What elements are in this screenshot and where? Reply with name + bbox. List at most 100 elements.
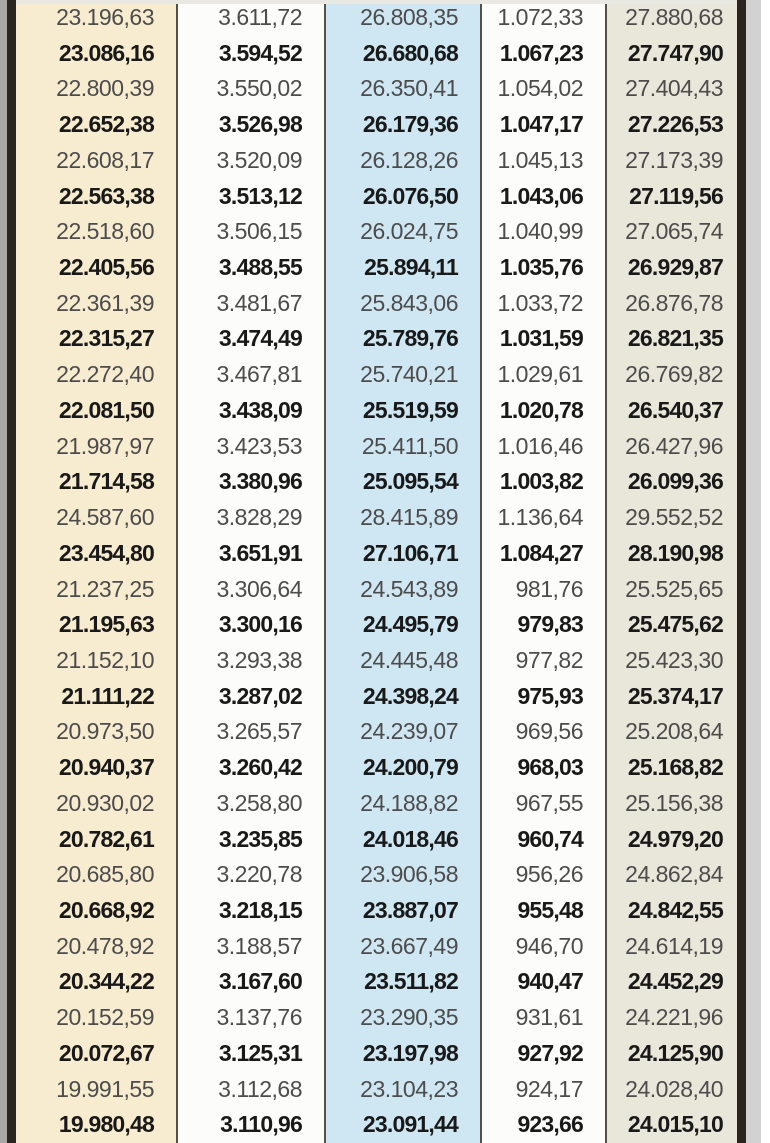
table-cell: 21.237,25: [16, 571, 176, 608]
table-cell: 24.239,07: [324, 714, 480, 751]
table-cell: 22.563,38: [16, 178, 176, 215]
table-cell: 3.112,68: [176, 1071, 324, 1108]
table-cell: 3.474,49: [176, 321, 324, 358]
table-cell: 1.054,02: [480, 71, 605, 108]
table-cell: 20.685,80: [16, 857, 176, 893]
table-cell: 26.427,96: [605, 428, 737, 465]
table-cell: 24.221,96: [605, 1000, 737, 1036]
table-cell: 3.513,12: [176, 178, 324, 215]
table-cell: 27.065,74: [605, 214, 737, 251]
table-cell: 22.800,39: [16, 71, 176, 108]
table-cell: 20.478,92: [16, 928, 176, 965]
table-cell: 28.190,98: [605, 535, 737, 572]
table-cell: 26.024,75: [324, 214, 480, 251]
table-cell: 3.235,85: [176, 821, 324, 858]
table-cell: 3.550,02: [176, 71, 324, 108]
table-cell: 26.680,68: [324, 35, 480, 72]
table-cell: 25.525,65: [605, 571, 737, 608]
table-cell: 26.769,82: [605, 357, 737, 393]
table-cell: 1.040,99: [480, 214, 605, 251]
table-cell: 22.315,27: [16, 321, 176, 358]
table-cell: 3.481,67: [176, 285, 324, 322]
table-cell: 3.651,91: [176, 535, 324, 572]
table-cell: 3.506,15: [176, 214, 324, 251]
table-cell: 24.842,55: [605, 892, 737, 929]
table-cell: 3.265,57: [176, 714, 324, 751]
table-cell: 960,74: [480, 821, 605, 858]
table-cell: 26.929,87: [605, 250, 737, 286]
right-gutter: [746, 0, 761, 1143]
table-cell: 1.084,27: [480, 535, 605, 572]
table-cell: 22.518,60: [16, 214, 176, 251]
table-cell: 1.067,23: [480, 35, 605, 72]
table-cell: 22.361,39: [16, 285, 176, 322]
table-cell: 1.035,76: [480, 250, 605, 286]
table-cell: 3.423,53: [176, 428, 324, 465]
table-cell: 1.029,61: [480, 357, 605, 393]
table-cell: 25.374,17: [605, 678, 737, 715]
table-cell: 24.862,84: [605, 857, 737, 893]
table-cell: 975,93: [480, 678, 605, 715]
table-cell: 977,82: [480, 642, 605, 679]
table-cell: 26.179,36: [324, 107, 480, 143]
table-cell: 3.828,29: [176, 500, 324, 536]
table-cell: 969,56: [480, 714, 605, 751]
table-cell: 19.991,55: [16, 1071, 176, 1108]
table-cell: 20.930,02: [16, 785, 176, 822]
table-cell: 3.300,16: [176, 607, 324, 643]
table-cell: 21.987,97: [16, 428, 176, 465]
table-cell: 25.095,54: [324, 464, 480, 501]
table-cell: 22.405,56: [16, 250, 176, 286]
table-cell: 29.552,52: [605, 500, 737, 536]
table-cell: 1.043,06: [480, 178, 605, 215]
table-cell: 23.906,58: [324, 857, 480, 893]
table-cell: 1.136,64: [480, 500, 605, 536]
table-cell: 923,66: [480, 1107, 605, 1143]
table-cell: 22.608,17: [16, 142, 176, 179]
table-cell: 3.218,15: [176, 892, 324, 929]
table-cell: 3.258,80: [176, 785, 324, 822]
table-cell: 26.099,36: [605, 464, 737, 501]
table-cell: 3.125,31: [176, 1035, 324, 1072]
table-cell: 24.398,24: [324, 678, 480, 715]
table-cell: 1.072,33: [480, 0, 605, 36]
table-cell: 23.290,35: [324, 1000, 480, 1036]
table-cell: 26.350,41: [324, 71, 480, 108]
table-cell: 21.152,10: [16, 642, 176, 679]
table-cell: 23.511,82: [324, 964, 480, 1001]
table-cell: 3.467,81: [176, 357, 324, 393]
table-cell: 24.125,90: [605, 1035, 737, 1072]
table-cell: 27.404,43: [605, 71, 737, 108]
table-cell: 23.196,63: [16, 0, 176, 36]
table-cell: 27.106,71: [324, 535, 480, 572]
table-cell: 968,03: [480, 750, 605, 786]
table-cell: 24.015,10: [605, 1107, 737, 1143]
table-cell: 931,61: [480, 1000, 605, 1036]
table-cell: 3.380,96: [176, 464, 324, 501]
table-cell: 3.287,02: [176, 678, 324, 715]
table-cell: 955,48: [480, 892, 605, 929]
table-cell: 27.226,53: [605, 107, 737, 143]
table-cell: 20.782,61: [16, 821, 176, 858]
table-cell: 21.714,58: [16, 464, 176, 501]
table-cell: 956,26: [480, 857, 605, 893]
table-cell: 22.652,38: [16, 107, 176, 143]
table-cell: 1.047,17: [480, 107, 605, 143]
table-cell: 25.843,06: [324, 285, 480, 322]
table-cell: 26.821,35: [605, 321, 737, 358]
table-cell: 21.111,22: [16, 678, 176, 715]
table-cell: 24.200,79: [324, 750, 480, 786]
table-cell: 1.020,78: [480, 392, 605, 429]
table-cell: 25.894,11: [324, 250, 480, 286]
table-cell: 979,83: [480, 607, 605, 643]
table-cell: 940,47: [480, 964, 605, 1001]
table-cell: 3.167,60: [176, 964, 324, 1001]
left-gutter: [0, 0, 7, 1143]
table-cell: 20.973,50: [16, 714, 176, 751]
table-cell: 25.411,50: [324, 428, 480, 465]
table-cell: 1.016,46: [480, 428, 605, 465]
table-cell: 26.808,35: [324, 0, 480, 36]
table-cell: 3.220,78: [176, 857, 324, 893]
table-cell: 27.119,56: [605, 178, 737, 215]
